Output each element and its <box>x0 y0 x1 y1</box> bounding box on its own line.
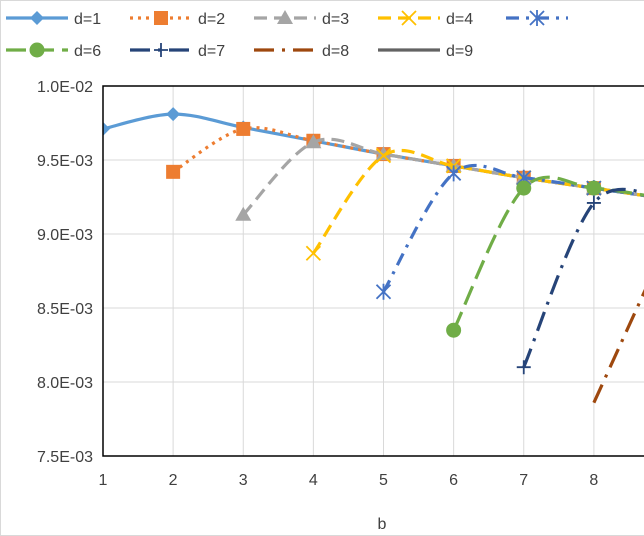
x-tick-label: 5 <box>379 472 388 489</box>
legend-label-d-9: d=9 <box>446 43 473 60</box>
data-point-d-5-0 <box>375 283 392 300</box>
data-point-d-6-1 <box>516 180 532 196</box>
legend-item-d-2: d=2 <box>130 11 225 28</box>
data-point-d-6-2 <box>586 180 602 196</box>
series-d-7 <box>516 187 644 375</box>
series-line-d-4 <box>312 149 644 255</box>
legend-marker-d-7 <box>154 43 168 57</box>
x-axis-tick-labels: 1 2 3 4 5 6 7 8 <box>99 472 599 489</box>
data-point-d-3-1 <box>305 134 322 149</box>
x-tick-label: 7 <box>519 472 528 489</box>
legend-item-d-9: d=9 <box>378 43 473 60</box>
x-tick-label: 3 <box>239 472 248 489</box>
legend-label-d-1: d=1 <box>74 11 101 28</box>
y-tick-label: 8.0E-03 <box>37 375 93 392</box>
legend-marker-d-4 <box>401 10 417 26</box>
series-d-6 <box>446 175 644 338</box>
series-d-8 <box>592 288 644 404</box>
x-tick-label: 8 <box>589 472 598 489</box>
x-tick-label: 1 <box>99 472 108 489</box>
legend-label-d-2: d=2 <box>198 11 225 28</box>
data-point-d-5-1 <box>445 165 462 182</box>
series-line-d-7 <box>522 187 644 368</box>
data-point-d-3-0 <box>235 206 252 221</box>
legend-item-d-6: d=6 <box>6 42 101 60</box>
x-tick-label: 2 <box>169 472 178 489</box>
legend-label-d-6: d=6 <box>74 43 101 60</box>
legend-item-d-8: d=8 <box>254 43 349 60</box>
data-point-d-6-0 <box>446 322 462 338</box>
data-point-d-1-1 <box>166 107 181 122</box>
y-tick-label: 9.0E-03 <box>37 227 93 244</box>
series-line-d-6 <box>452 175 644 331</box>
legend-marker-d-1 <box>30 11 44 25</box>
legend-item-d-5 <box>506 10 568 26</box>
data-point-d-4-1 <box>375 147 392 164</box>
x-tick-label: 6 <box>449 472 458 489</box>
data-point-d-1-0 <box>103 121 110 136</box>
plot-area-border <box>102 85 644 457</box>
legend-item-d-7: d=7 <box>130 43 225 60</box>
legend-marker-d-6 <box>29 42 45 58</box>
data-point-d-7-1 <box>586 195 601 210</box>
legend-label-d-7: d=7 <box>198 43 225 60</box>
data-point-d-2-0 <box>166 164 181 179</box>
y-axis-tick-labels: 7.5E-03 8.0E-03 8.5E-03 9.0E-03 9.5E-03 1.0E-… <box>37 79 93 466</box>
data-point-d-3-2 <box>375 146 392 161</box>
legend-item-d-4: d=4 <box>378 10 473 28</box>
x-tick-label: 4 <box>309 472 318 489</box>
y-tick-label: 7.5E-03 <box>37 449 93 466</box>
y-tick-label: 9.5E-03 <box>37 153 93 170</box>
series-layer <box>103 107 644 404</box>
y-tick-label: 8.5E-03 <box>37 301 93 318</box>
legend-marker-d-3 <box>277 10 293 24</box>
data-point-d-4-0 <box>305 245 322 261</box>
data-point-d-7-0 <box>516 360 531 375</box>
series-line-d-8 <box>592 288 644 404</box>
y-tick-label: 1.0E-02 <box>37 79 93 96</box>
legend-label-d-8: d=8 <box>322 43 349 60</box>
legend-marker-d-5 <box>529 10 545 26</box>
series-line-d-5 <box>382 163 644 293</box>
legend-label-d-4: d=4 <box>446 11 473 28</box>
legend-item-d-1: d=1 <box>6 11 101 28</box>
legend-label-d-3: d=3 <box>322 11 349 28</box>
legend-marker-d-2 <box>154 11 168 25</box>
x-axis-title: b <box>378 516 387 533</box>
legend: d=1 d=2 d=3 d=4 d=6 d=7 d=8 d=9 <box>6 10 568 60</box>
legend-item-d-3: d=3 <box>254 10 349 28</box>
data-point-d-2-1 <box>236 121 251 136</box>
